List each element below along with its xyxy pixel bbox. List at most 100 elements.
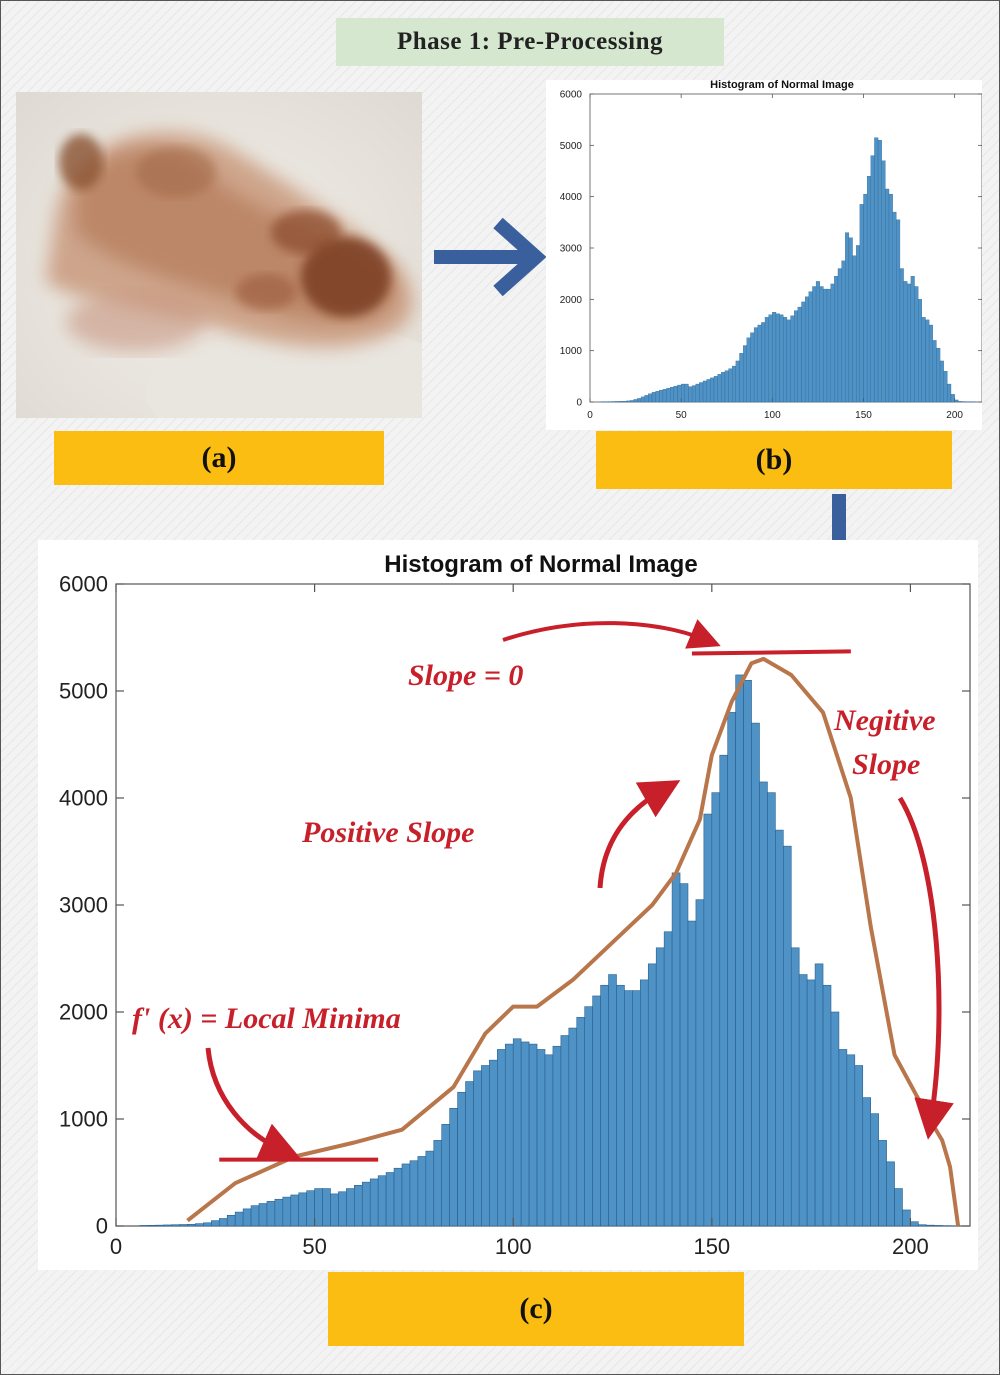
c-bar bbox=[369, 1178, 379, 1227]
c-bar bbox=[933, 1225, 943, 1227]
c-bar bbox=[647, 963, 657, 1227]
b-bar bbox=[750, 332, 755, 403]
b-bar bbox=[677, 384, 682, 403]
b-bar bbox=[691, 385, 696, 403]
c-bar bbox=[751, 722, 760, 1227]
b-bar bbox=[673, 385, 678, 403]
c-bar bbox=[536, 1049, 546, 1227]
c-bar bbox=[314, 1188, 323, 1227]
b-bar bbox=[881, 160, 886, 403]
c-bar bbox=[846, 1054, 856, 1227]
c-bar bbox=[743, 680, 752, 1227]
b-bar bbox=[659, 390, 664, 403]
b-bar bbox=[637, 398, 642, 403]
c-bar bbox=[624, 990, 633, 1227]
b-bar bbox=[761, 322, 766, 403]
c-x-tick-label: 100 bbox=[495, 1234, 532, 1259]
c-bar bbox=[338, 1191, 347, 1227]
c-bar bbox=[759, 781, 768, 1227]
c-bar bbox=[719, 754, 729, 1227]
b-bar bbox=[695, 383, 700, 403]
c-bar bbox=[822, 984, 832, 1227]
c-y-tick-label: 6000 bbox=[59, 572, 108, 597]
c-bar bbox=[735, 674, 744, 1227]
tangent-line-peak bbox=[691, 649, 851, 656]
b-bar bbox=[666, 387, 671, 403]
arrow-local-minima bbox=[205, 1047, 301, 1161]
c-bar bbox=[695, 899, 705, 1227]
b-bar bbox=[939, 360, 944, 403]
histogram-small: Histogram of Normal Image 0 50 100 150 200 0 1… bbox=[546, 80, 982, 430]
c-bar bbox=[250, 1205, 260, 1227]
c-bar bbox=[552, 1045, 562, 1227]
c-bar bbox=[632, 990, 641, 1227]
c-bar bbox=[910, 1221, 919, 1227]
c-bar bbox=[600, 984, 609, 1227]
b-bar bbox=[779, 314, 784, 403]
chart-c-title: Histogram of Normal Image bbox=[384, 551, 697, 578]
b-bar bbox=[801, 301, 806, 403]
b-y-tick-label: 1000 bbox=[560, 346, 583, 357]
c-bar bbox=[512, 1038, 522, 1227]
b-bar bbox=[772, 312, 777, 403]
b-bar bbox=[670, 386, 675, 403]
envelope-curve bbox=[186, 656, 961, 1227]
c-bar bbox=[433, 1140, 443, 1227]
b-bar bbox=[783, 317, 788, 403]
c-bar bbox=[504, 1043, 514, 1227]
b-bar bbox=[845, 232, 850, 403]
c-x-tick-label: 200 bbox=[892, 1234, 929, 1259]
c-bar bbox=[616, 984, 625, 1227]
phase-title: Phase 1: Pre-Processing bbox=[336, 18, 724, 66]
b-bar bbox=[651, 392, 656, 403]
annotation-local-minima: f' (x) = Local Minima bbox=[132, 1002, 401, 1035]
b-bar bbox=[681, 383, 685, 403]
b-x-tick-label: 200 bbox=[946, 410, 963, 421]
annotation-positive-slope: Positive Slope bbox=[301, 816, 474, 849]
annotation-slope-zero: Slope = 0 bbox=[408, 659, 523, 692]
c-bar bbox=[703, 813, 713, 1227]
c-bar bbox=[838, 1049, 848, 1227]
b-bar bbox=[826, 288, 831, 403]
b-bars bbox=[600, 137, 977, 403]
label-c: (c) bbox=[328, 1272, 744, 1346]
b-bar bbox=[936, 347, 941, 403]
b-bar bbox=[947, 383, 952, 403]
c-bar bbox=[711, 792, 721, 1227]
c-bar bbox=[608, 974, 617, 1227]
b-bar bbox=[823, 288, 828, 403]
arrow-to-peak bbox=[502, 619, 721, 649]
c-bar bbox=[393, 1167, 403, 1227]
b-bar bbox=[611, 401, 616, 403]
c-bar bbox=[139, 1225, 149, 1227]
b-bar bbox=[629, 400, 634, 403]
c-bar bbox=[457, 1091, 466, 1227]
b-bar bbox=[640, 396, 645, 403]
c-y-tick-label: 0 bbox=[96, 1214, 108, 1239]
c-bar bbox=[878, 1140, 887, 1227]
b-bar bbox=[863, 193, 868, 403]
c-bar bbox=[377, 1175, 387, 1227]
b-bar bbox=[914, 286, 919, 403]
c-x-tick-label: 0 bbox=[110, 1234, 122, 1259]
b-bar bbox=[739, 353, 744, 403]
b-bar bbox=[732, 365, 737, 403]
c-bar bbox=[687, 920, 697, 1227]
b-bar bbox=[764, 317, 769, 403]
b-x-tick-label: 50 bbox=[676, 410, 688, 421]
b-bar bbox=[728, 368, 733, 403]
b-bar bbox=[713, 376, 718, 403]
b-bar bbox=[837, 268, 842, 403]
b-bar bbox=[815, 281, 820, 403]
c-y-tick-label: 3000 bbox=[59, 893, 108, 918]
b-bar bbox=[626, 400, 631, 403]
b-bar bbox=[648, 393, 653, 403]
c-bars bbox=[139, 674, 959, 1227]
c-bar bbox=[544, 1054, 554, 1227]
c-bar bbox=[592, 995, 601, 1227]
arrow-positive-slope bbox=[597, 780, 681, 889]
b-bar bbox=[775, 313, 780, 403]
histogram-small-svg: Histogram of Normal Image 0 50 100 150 20001… bbox=[560, 80, 982, 421]
c-x-tick-label: 50 bbox=[302, 1234, 326, 1259]
b-x-tick-label: 0 bbox=[587, 410, 593, 421]
